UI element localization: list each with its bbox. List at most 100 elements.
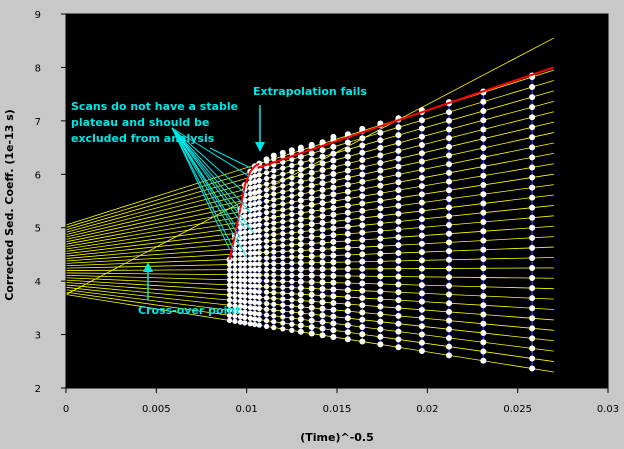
- data-point: [242, 262, 247, 267]
- data-point: [264, 295, 269, 300]
- data-point: [309, 150, 315, 156]
- data-point: [345, 154, 351, 160]
- data-point: [298, 197, 304, 203]
- data-point: [271, 203, 276, 208]
- data-point: [271, 238, 276, 243]
- data-point: [264, 301, 269, 306]
- data-point: [289, 236, 294, 241]
- data-point: [280, 150, 286, 156]
- data-point: [271, 232, 276, 237]
- data-point: [248, 251, 253, 256]
- data-point: [252, 256, 257, 261]
- data-point: [289, 328, 294, 333]
- data-point: [309, 170, 315, 176]
- data-point: [359, 295, 365, 301]
- data-point: [248, 196, 253, 201]
- data-point: [419, 183, 425, 189]
- data-point: [446, 300, 452, 306]
- data-point: [395, 297, 401, 303]
- data-point: [248, 321, 253, 326]
- data-point: [289, 303, 294, 308]
- y-tick-label: 9: [35, 10, 41, 21]
- plot-background: [66, 14, 608, 388]
- data-point: [377, 175, 383, 181]
- data-point: [252, 184, 257, 189]
- data-point: [298, 316, 304, 322]
- data-point: [419, 125, 425, 131]
- data-point: [419, 200, 425, 206]
- data-point: [289, 175, 294, 180]
- data-point: [271, 307, 276, 312]
- data-point: [242, 235, 247, 240]
- y-tick-label: 3: [35, 331, 41, 342]
- data-point: [252, 179, 257, 184]
- data-point: [289, 200, 294, 205]
- data-point: [232, 267, 237, 272]
- data-point: [309, 331, 315, 337]
- data-point: [280, 314, 285, 319]
- data-point: [480, 312, 486, 318]
- data-point: [309, 157, 315, 163]
- data-point: [289, 242, 294, 247]
- data-point: [242, 310, 247, 315]
- data-point: [242, 272, 247, 277]
- data-point: [419, 191, 425, 197]
- data-point: [280, 213, 285, 218]
- data-point: [257, 245, 262, 250]
- data-point: [232, 319, 237, 324]
- data-point: [264, 182, 269, 187]
- data-point: [252, 212, 257, 217]
- data-point: [480, 163, 486, 169]
- data-point: [309, 285, 315, 291]
- data-point: [252, 272, 257, 277]
- data-point: [264, 199, 269, 204]
- data-point: [345, 273, 351, 279]
- data-point: [257, 239, 262, 244]
- data-point: [271, 185, 276, 190]
- data-point: [271, 296, 276, 301]
- data-point: [345, 203, 351, 209]
- data-point: [446, 248, 452, 254]
- data-point: [280, 308, 285, 313]
- data-point: [446, 213, 452, 219]
- data-point: [248, 245, 253, 250]
- data-point: [257, 278, 262, 283]
- data-point: [359, 135, 365, 141]
- data-point: [419, 224, 425, 230]
- data-point: [480, 265, 486, 271]
- data-point: [280, 320, 285, 325]
- data-point: [242, 278, 247, 283]
- data-point: [271, 255, 276, 260]
- data-point: [252, 239, 257, 244]
- data-point: [446, 170, 452, 176]
- data-point: [289, 291, 294, 296]
- data-point: [280, 273, 285, 278]
- data-point: [298, 291, 304, 297]
- data-point: [446, 126, 452, 132]
- data-point: [395, 195, 401, 201]
- data-point: [309, 311, 315, 317]
- data-point: [419, 266, 425, 272]
- data-point: [395, 132, 401, 138]
- data-point: [309, 273, 315, 279]
- data-point: [359, 331, 365, 337]
- data-point: [529, 235, 535, 241]
- data-point: [280, 195, 285, 200]
- data-point: [419, 290, 425, 296]
- data-point: [377, 168, 383, 174]
- data-point: [289, 309, 294, 314]
- data-point: [298, 222, 304, 228]
- data-point: [320, 174, 326, 180]
- data-point: [238, 299, 243, 304]
- data-point: [480, 99, 486, 105]
- data-point: [395, 344, 401, 350]
- data-point: [280, 219, 285, 224]
- data-point: [377, 334, 383, 340]
- data-point: [309, 298, 315, 304]
- data-point: [248, 262, 253, 267]
- data-point: [480, 275, 486, 281]
- data-point: [377, 160, 383, 166]
- data-point: [529, 265, 535, 271]
- data-point: [529, 114, 535, 120]
- data-point: [377, 236, 383, 242]
